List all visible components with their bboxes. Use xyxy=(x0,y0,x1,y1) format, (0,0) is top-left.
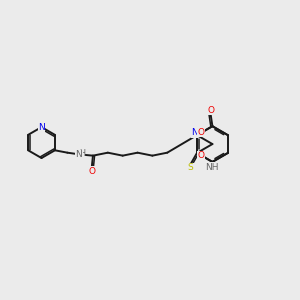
Text: N: N xyxy=(75,150,82,159)
Text: N: N xyxy=(191,128,198,137)
Text: O: O xyxy=(207,106,214,115)
Text: O: O xyxy=(198,152,205,160)
Text: O: O xyxy=(198,128,205,137)
Text: NH: NH xyxy=(205,163,219,172)
Text: S: S xyxy=(188,163,193,172)
Text: N: N xyxy=(38,123,45,132)
Text: O: O xyxy=(88,167,95,176)
Text: H: H xyxy=(79,149,85,158)
